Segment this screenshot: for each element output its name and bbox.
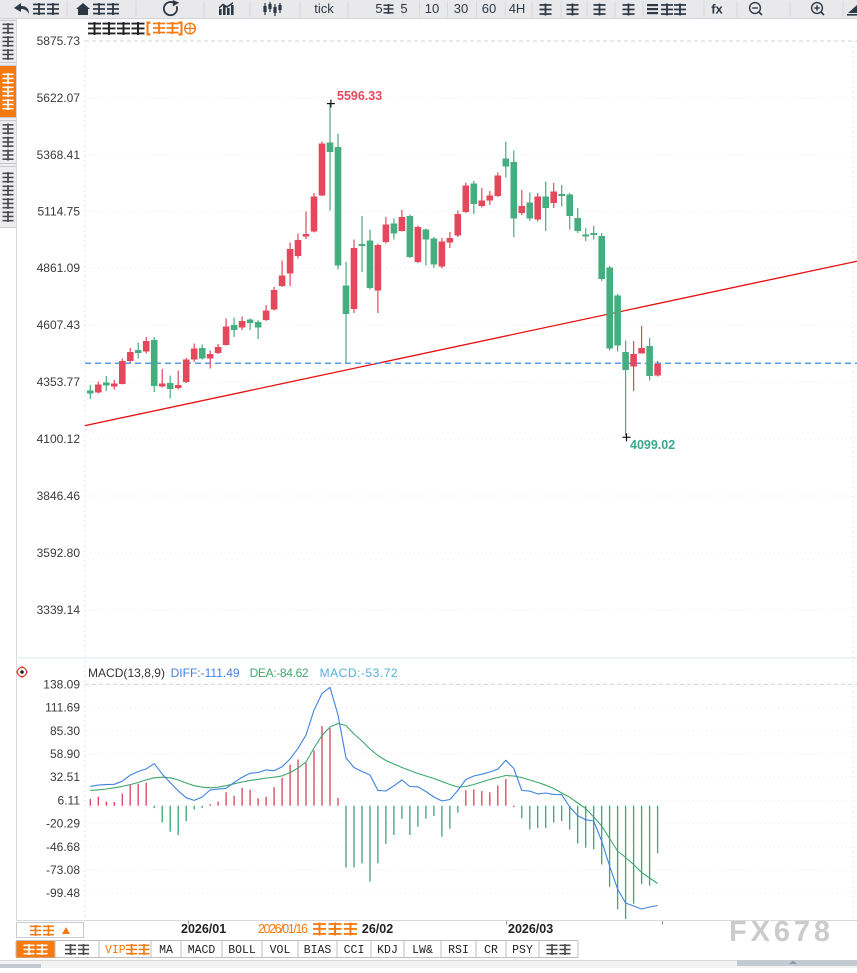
svg-text:MACD: MACD	[188, 944, 216, 957]
svg-text:5: 5	[400, 1, 407, 16]
svg-text:5875.73: 5875.73	[37, 34, 81, 48]
svg-text:5: 5	[375, 1, 382, 16]
svg-text:BOLL: BOLL	[228, 944, 256, 957]
svg-text:CCI: CCI	[344, 944, 365, 957]
svg-text:6.11: 6.11	[58, 793, 81, 807]
svg-text:60: 60	[482, 1, 496, 16]
svg-text:4353.77: 4353.77	[37, 375, 81, 389]
svg-text:CR: CR	[484, 944, 498, 957]
svg-text:-73.08: -73.08	[46, 863, 80, 877]
svg-text:FX678: FX678	[729, 916, 830, 948]
svg-text:MACD(13,8,9): MACD(13,8,9)	[88, 666, 165, 680]
svg-text:138.09: 138.09	[43, 677, 80, 691]
svg-text:32.51: 32.51	[50, 770, 80, 784]
svg-text:LW&: LW&	[412, 944, 433, 957]
svg-text:5622.07: 5622.07	[37, 91, 81, 105]
svg-text:VIP: VIP	[105, 944, 126, 957]
svg-text:MACD:-53.72: MACD:-53.72	[320, 666, 398, 680]
svg-text:2026/01/16: 2026/01/16	[258, 922, 308, 936]
svg-text:KDJ: KDJ	[377, 944, 398, 957]
svg-text:58.90: 58.90	[50, 747, 80, 761]
svg-text:3592.80: 3592.80	[37, 546, 81, 560]
svg-text:RSI: RSI	[448, 944, 469, 957]
svg-text:DIFF:-111.49: DIFF:-111.49	[171, 666, 240, 680]
svg-text:PSY: PSY	[512, 944, 533, 957]
svg-text:10: 10	[425, 1, 439, 16]
svg-text:VOL: VOL	[270, 944, 291, 957]
svg-text:5596.33: 5596.33	[337, 89, 382, 103]
svg-text:-46.68: -46.68	[46, 840, 80, 854]
svg-text:30: 30	[454, 1, 468, 16]
svg-text:BIAS: BIAS	[304, 944, 332, 957]
svg-text:DEA:-84.62: DEA:-84.62	[250, 666, 309, 680]
svg-text:4100.12: 4100.12	[37, 432, 81, 446]
svg-text:5114.75: 5114.75	[38, 205, 81, 219]
svg-text:tick: tick	[314, 1, 334, 16]
svg-text:5368.41: 5368.41	[37, 148, 81, 162]
svg-text:4099.02: 4099.02	[630, 438, 675, 452]
svg-text:2026/03: 2026/03	[508, 922, 553, 936]
svg-text:fx: fx	[711, 2, 723, 17]
svg-text:2026/01: 2026/01	[181, 922, 226, 936]
svg-text:-99.48: -99.48	[46, 886, 80, 900]
svg-text:4607.43: 4607.43	[37, 318, 81, 332]
svg-text:85.30: 85.30	[50, 724, 80, 738]
svg-text:4861.09: 4861.09	[37, 261, 81, 275]
svg-text:111.69: 111.69	[45, 701, 80, 715]
svg-text:4H: 4H	[509, 1, 526, 16]
svg-text:-20.29: -20.29	[46, 817, 80, 831]
svg-text:3339.14: 3339.14	[37, 603, 81, 617]
svg-text:MA: MA	[159, 944, 173, 957]
svg-text:3846.46: 3846.46	[37, 489, 81, 503]
